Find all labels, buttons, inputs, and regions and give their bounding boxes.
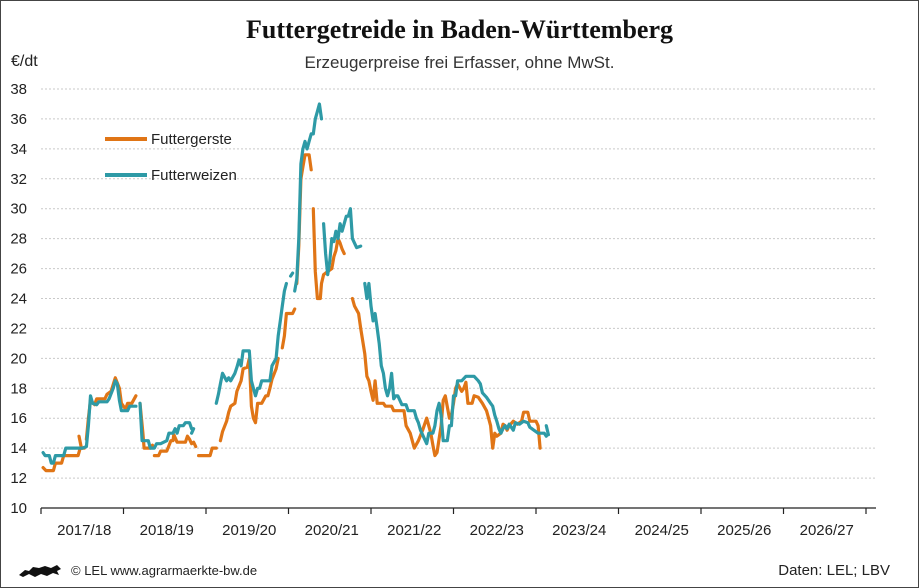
y-tick-label: 38 (10, 81, 27, 98)
series-line-futtergerste (350, 296, 542, 458)
y-axis-ticks: 10 12 14 16 18 20 22 24 26 28 30 32 34 36 38 (10, 81, 27, 517)
series-line-futtergerste (192, 440, 198, 449)
series-line-futtergerste (280, 307, 297, 350)
y-tick-label: 34 (10, 141, 27, 158)
x-tick-label: 2024/25 (635, 522, 689, 539)
y-tick-label: 26 (10, 261, 27, 278)
y-tick-label: 32 (10, 171, 27, 188)
y-tick-label: 30 (10, 201, 27, 218)
series-lines (41, 102, 550, 473)
legend-label: Futtergerste (151, 131, 232, 148)
series-line-futterweizen (214, 281, 288, 405)
footer-credit: © LEL www.agrarmaerkte-bw.de (17, 561, 257, 579)
chart-subtitle: Erzeugerpreise frei Erfasser, ohne MwSt. (304, 53, 615, 72)
y-tick-label: 36 (10, 111, 27, 128)
grid-lines (41, 88, 876, 509)
y-tick-label: 12 (10, 470, 27, 487)
x-tick-label: 2019/20 (222, 522, 276, 539)
y-tick-label: 22 (10, 320, 27, 337)
series-line-futterweizen (138, 401, 171, 450)
series-line-futterweizen (41, 379, 138, 465)
series-line-futtergerste (218, 356, 280, 443)
x-tick-label: 2022/23 (470, 522, 524, 539)
x-tick-label: 2021/22 (387, 522, 441, 539)
x-tick-label: 2023/24 (552, 522, 606, 539)
series-line-futterweizen (293, 102, 324, 293)
series-line-futterweizen (322, 207, 363, 277)
y-tick-label: 10 (10, 500, 27, 517)
series-line-futterweizen (168, 421, 194, 435)
series-line-futtergerste (311, 207, 346, 301)
y-tick-label: 28 (10, 231, 27, 248)
series-line-futtergerste (197, 446, 218, 458)
series-line-futterweizen (363, 281, 548, 446)
series-line-futtergerste (41, 446, 84, 473)
x-tick-label: 2018/19 (140, 522, 194, 539)
x-axis-ticks: 2017/18 2018/19 2019/20 2020/21 2021/22 2022/… (40, 508, 867, 539)
credit-text[interactable]: © LEL www.agrarmaerkte-bw.de (71, 562, 258, 578)
y-tick-label: 14 (10, 440, 27, 457)
data-source: Daten: LEL; LBV (778, 562, 890, 579)
lion-logo-icon (19, 565, 61, 577)
series-line-futtergerste (152, 433, 194, 458)
y-tick-label: 20 (10, 350, 27, 367)
y-tick-label: 24 (10, 291, 27, 308)
x-tick-label: 2017/18 (57, 522, 111, 539)
series-line-futterweizen (289, 271, 295, 278)
y-tick-label: 18 (10, 380, 27, 397)
legend-label: Futterweizen (151, 167, 237, 184)
x-tick-label: 2025/26 (717, 522, 771, 539)
y-tick-label: 16 (10, 410, 27, 427)
y-axis-unit: €/dt (11, 53, 38, 70)
series-line-futterweizen (544, 424, 550, 437)
x-tick-label: 2026/27 (800, 522, 854, 539)
chart-title: Futtergetreide in Baden-Württemberg (246, 15, 673, 44)
x-tick-label: 2020/21 (305, 522, 359, 539)
series-line-futterweizen (190, 427, 196, 435)
legend: Futtergerste Futterweizen (105, 131, 237, 184)
